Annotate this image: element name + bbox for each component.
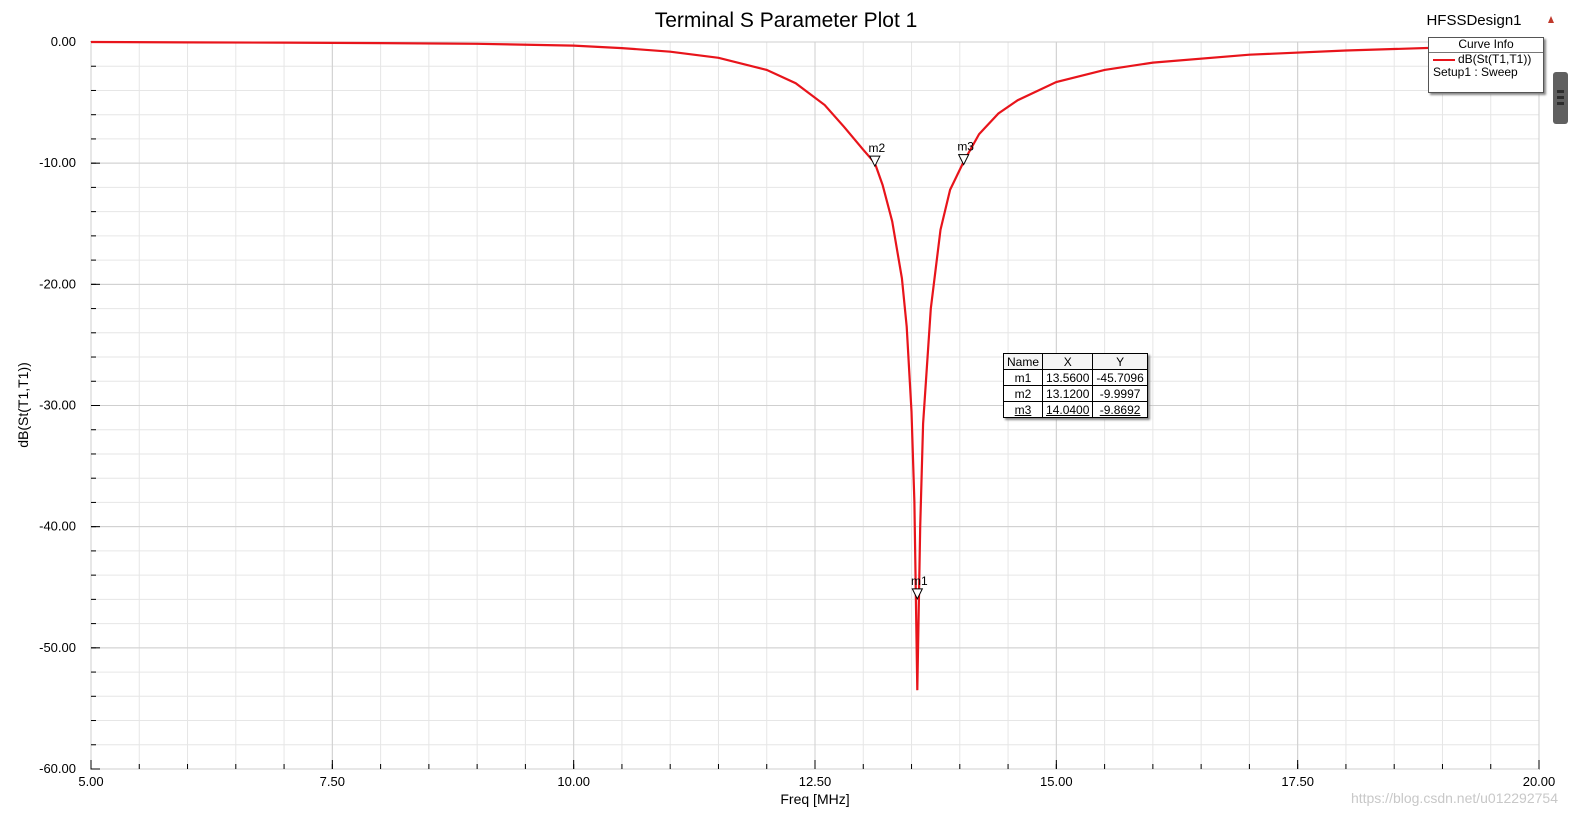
marker-x-cell: 13.1200 [1042, 385, 1094, 402]
y-axis-ticks: 0.00 -10.00 -20.00 -30.00 -40.00 -50.00 -60.00 [39, 34, 100, 776]
column-header-name: Name [1002, 353, 1044, 370]
triangle-warning-icon[interactable] [1548, 16, 1554, 23]
table-row[interactable]: m1 13.5600 -45.7096 [1002, 369, 1148, 386]
marker-x-cell: 14.0400 [1042, 401, 1094, 418]
x-tick-label: 17.50 [1281, 774, 1314, 789]
marker-table[interactable]: Name X Y m1 13.5600 -45.7096 m2 13.1200 … [1002, 353, 1148, 418]
marker-y-cell: -45.7096 [1092, 369, 1148, 386]
x-tick-label: 10.00 [557, 774, 590, 789]
marker-x-cell: 13.5600 [1042, 369, 1094, 386]
series-line[interactable] [90, 40, 1540, 691]
y-tick-label: -40.00 [39, 519, 76, 534]
table-row[interactable]: m2 13.1200 -9.9997 [1002, 385, 1148, 402]
y-tick-label: -20.00 [39, 276, 76, 291]
y-tick-label: -30.00 [39, 398, 76, 413]
curve-info-legend[interactable]: Curve Info dB(St(T1,T1)) Setup1 : Sweep [1428, 37, 1544, 93]
x-tick-label: 7.50 [320, 774, 345, 789]
marker-m1[interactable]: m1 [911, 574, 928, 600]
markers[interactable]: m1 m2 m3 [869, 140, 975, 600]
x-axis-ticks: 5.00 7.50 10.00 12.50 15.00 17.50 20.00 [78, 760, 1555, 789]
legend-setup-name: Setup1 : Sweep [1433, 65, 1518, 79]
column-header-y: Y [1092, 353, 1148, 370]
legend-curve-name: dB(St(T1,T1)) [1458, 52, 1532, 66]
x-tick-label: 12.50 [799, 774, 832, 789]
marker-label: m2 [869, 141, 886, 155]
x-tick-label: 20.00 [1523, 774, 1556, 789]
marker-name-cell: m3 [1002, 401, 1044, 418]
y-tick-label: -60.00 [39, 761, 76, 776]
column-header-x: X [1042, 353, 1094, 370]
legend-line-swatch [1433, 58, 1455, 61]
side-panel-handle[interactable] [1553, 72, 1568, 124]
marker-table-header: Name X Y [1002, 353, 1148, 370]
y-tick-label: 0.00 [51, 34, 76, 49]
design-name: HFSSDesign1 [1426, 12, 1521, 29]
marker-label: m1 [911, 574, 928, 588]
marker-label: m3 [957, 140, 974, 154]
marker-y-cell: -9.8692 [1092, 401, 1148, 418]
x-axis-label: Freq [MHz] [780, 791, 849, 807]
marker-triangle-icon [957, 154, 970, 166]
marker-triangle-icon [911, 588, 924, 600]
marker-name-cell: m2 [1002, 385, 1044, 402]
table-row[interactable]: m3 14.0400 -9.8692 [1002, 401, 1148, 418]
plot-title: Terminal S Parameter Plot 1 [655, 9, 918, 32]
marker-triangle-icon [869, 155, 881, 168]
marker-m3[interactable]: m3 [957, 140, 974, 166]
x-tick-label: 15.00 [1040, 774, 1073, 789]
watermark: https://blog.csdn.net/u012292754 [1351, 790, 1558, 806]
legend-entry[interactable]: dB(St(T1,T1)) [1429, 53, 1543, 66]
grip-line [1557, 96, 1564, 99]
marker-m2[interactable]: m2 [869, 141, 886, 168]
x-tick-label: 5.00 [78, 774, 103, 789]
marker-name-cell: m1 [1002, 369, 1044, 386]
grip-line [1557, 90, 1564, 93]
y-tick-label: -50.00 [39, 640, 76, 655]
grip-line [1557, 102, 1564, 105]
y-tick-label: -10.00 [39, 155, 76, 170]
marker-y-cell: -9.9997 [1092, 385, 1148, 402]
y-axis-label: dB(St(T1,T1)) [15, 362, 31, 448]
curve-info-title: Curve Info [1429, 38, 1543, 53]
